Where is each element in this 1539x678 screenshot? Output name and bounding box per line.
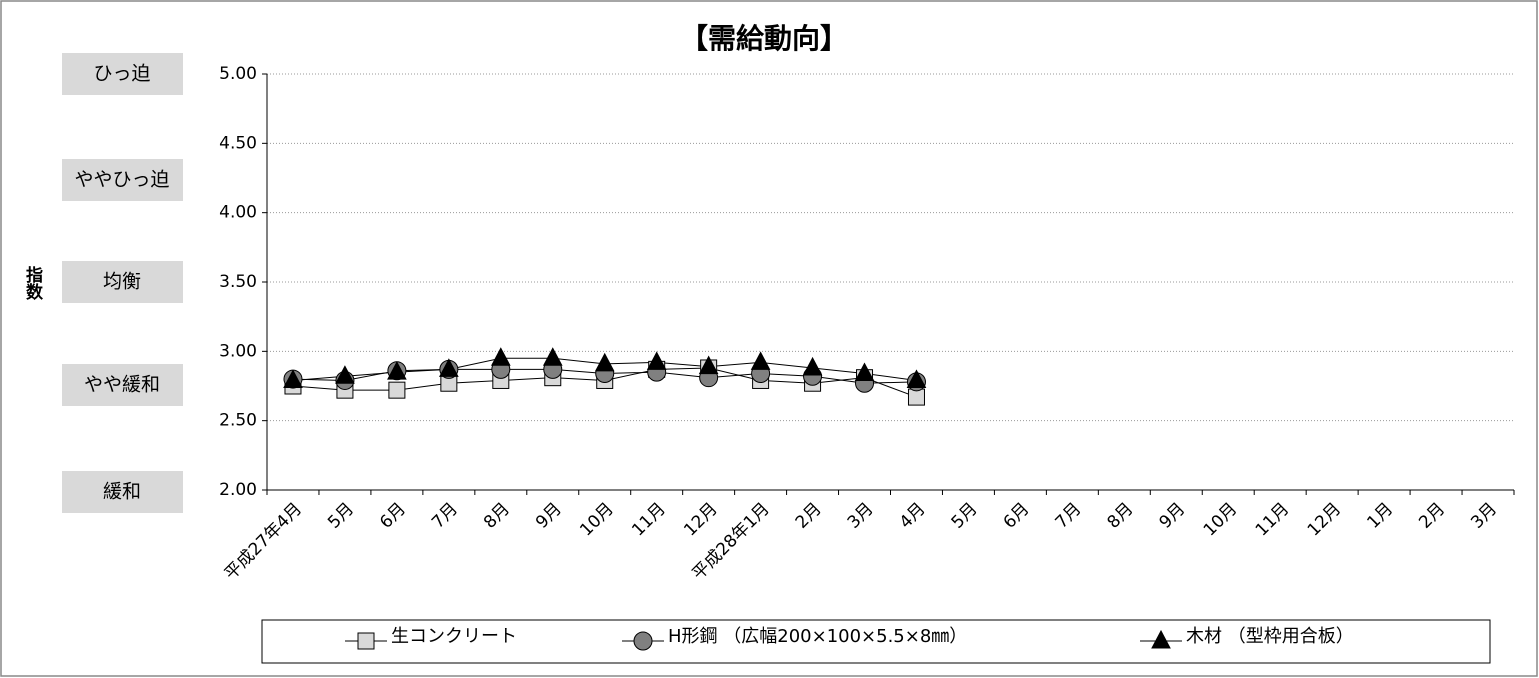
marker: [335, 365, 355, 384]
band-label: 均衡: [103, 271, 141, 293]
y-tick-label: 3.50: [219, 272, 257, 292]
band-box: [62, 471, 183, 513]
legend-box: [261, 619, 1491, 664]
band-label: 緩和: [103, 481, 141, 503]
marker: [906, 369, 927, 388]
y-axis-label: 指数: [22, 265, 43, 301]
marker: [646, 351, 667, 370]
marker: [388, 381, 406, 399]
marker: [490, 347, 511, 366]
legend-marker: [633, 631, 653, 651]
band-label: ひっ迫: [93, 63, 150, 85]
legend-label: H形鋼 （広幅200×100×5.5×8㎜）: [668, 626, 967, 647]
marker: [387, 361, 407, 380]
legend-label: 木材 （型枠用合板）: [1186, 626, 1354, 647]
marker: [750, 351, 771, 370]
legend-marker: [357, 632, 375, 650]
y-tick-label: 5.00: [219, 64, 257, 84]
y-tick-label: 4.00: [219, 203, 257, 223]
marker: [283, 369, 303, 388]
marker: [802, 356, 823, 376]
band-label: ややひっ迫: [74, 169, 169, 191]
band-box: [62, 53, 183, 95]
marker: [542, 347, 563, 366]
y-tick-label: 3.00: [219, 341, 257, 361]
y-tick-label: 4.50: [219, 133, 257, 153]
marker: [439, 358, 459, 377]
band-label: やや緩和: [84, 374, 160, 396]
band-box: [62, 159, 183, 201]
band-box: [62, 261, 183, 303]
chart-title: 【需給動向】: [680, 22, 848, 55]
legend-label: 生コンクリート: [391, 626, 517, 647]
marker: [698, 355, 719, 375]
y-tick-label: 2.50: [219, 411, 257, 431]
marker: [594, 352, 615, 372]
marker: [907, 388, 925, 406]
band-box: [62, 364, 183, 406]
y-tick-label: 2.00: [219, 480, 257, 500]
legend-marker: [1151, 629, 1171, 649]
marker: [854, 362, 875, 382]
